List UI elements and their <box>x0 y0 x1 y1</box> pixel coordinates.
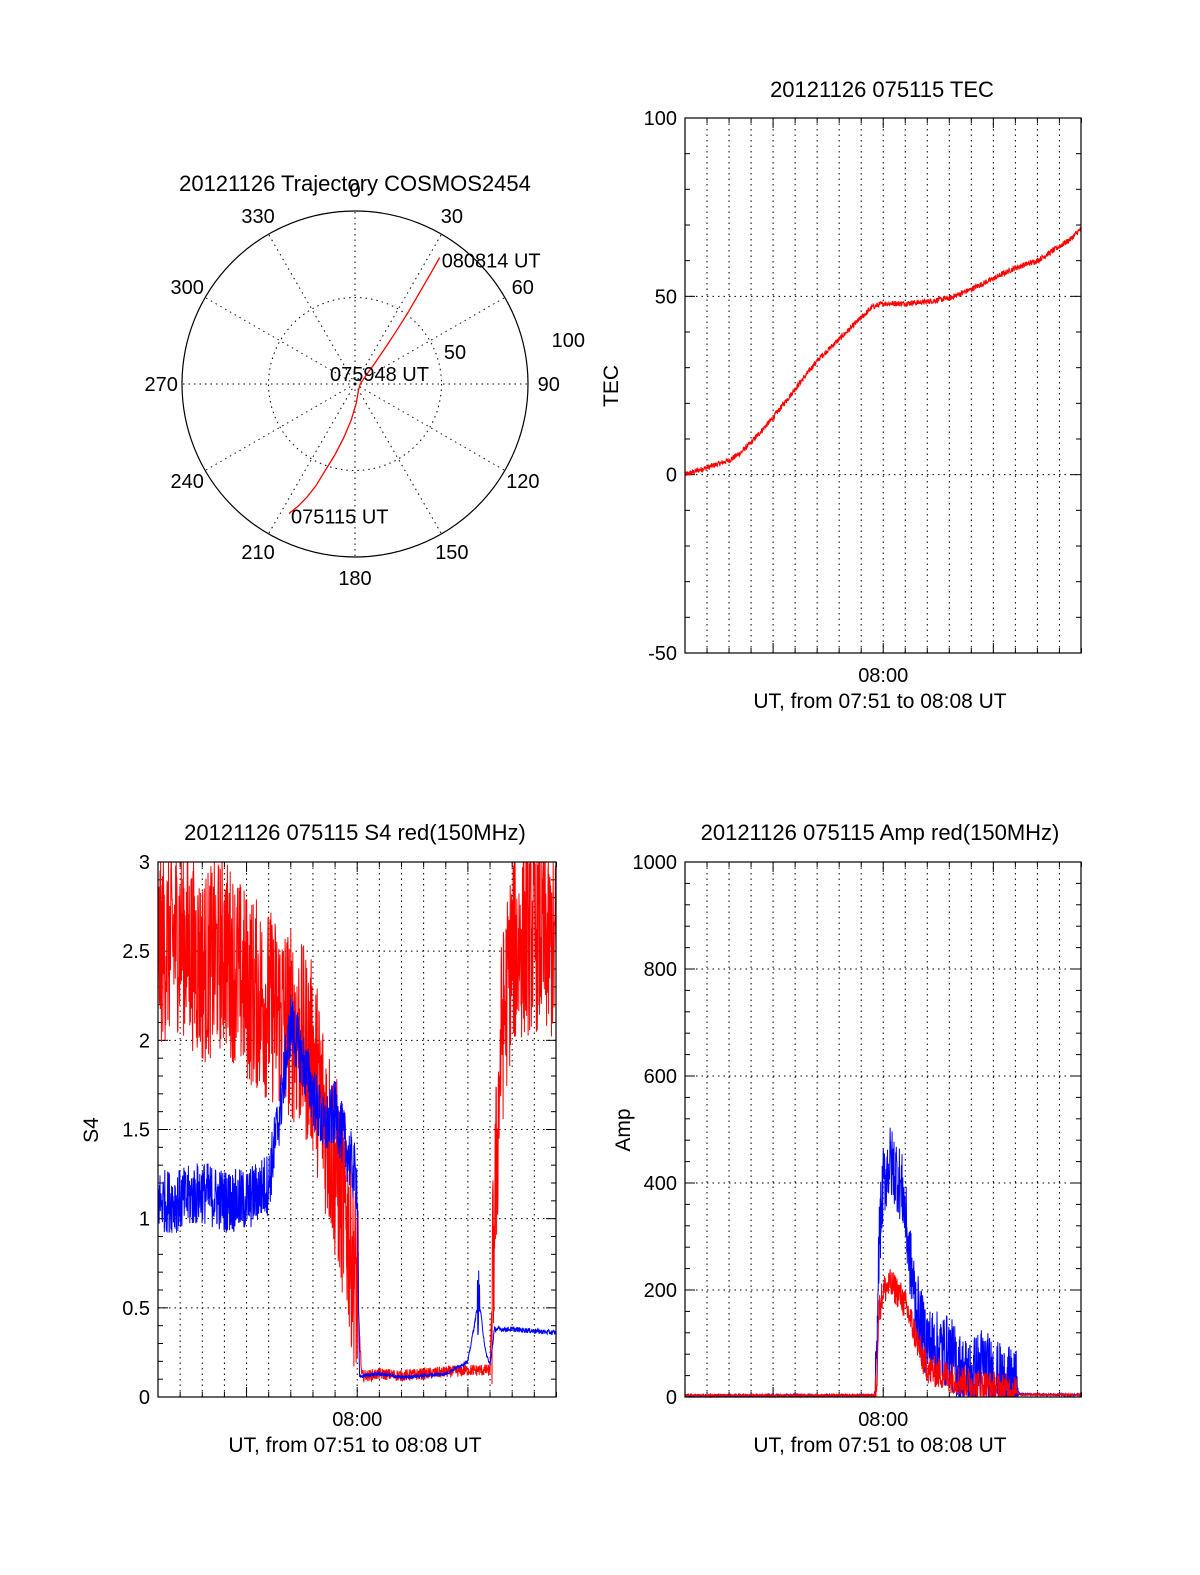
polar-angle-label-90: 90 <box>538 374 560 396</box>
amp-chart: 20121126 075115 Amp red(150MHz) UT, from… <box>612 820 1082 1457</box>
y-tick-label: 0 <box>666 465 677 487</box>
y-tick-label: 2 <box>139 1030 150 1052</box>
y-tick-label: 0.5 <box>122 1298 150 1320</box>
y-tick-label: 200 <box>644 1280 677 1302</box>
series-line-red <box>684 226 1082 477</box>
plot-frame <box>684 861 1082 1398</box>
polar-spoke-240 <box>204 383 356 471</box>
y-tick-label: 0 <box>139 1387 150 1409</box>
y-tick-label: 600 <box>644 1066 677 1088</box>
y-tick-label: 2.5 <box>122 941 150 963</box>
polar-angle-label-120: 120 <box>506 471 539 493</box>
polar-angle-label-60: 60 <box>512 277 534 299</box>
polar-spoke-60 <box>354 297 506 385</box>
polar-annotation-2: 075115 UT <box>291 506 388 528</box>
series-line-blue <box>684 1127 1082 1399</box>
series-line-red <box>157 861 557 1385</box>
polar-spoke-300 <box>204 297 356 385</box>
s4-x-axis-label: UT, from 07:51 to 08:08 UT <box>228 1434 481 1457</box>
polar-spoke-120 <box>354 383 506 471</box>
polar-annotation-1: 075948 UT <box>330 364 429 386</box>
plot-frame <box>157 861 557 1398</box>
polar-spoke-150 <box>354 383 442 535</box>
s4-plot-area: 0 0.5 1 1.5 2 2.5 3 08:00 <box>122 852 557 1431</box>
tec-plot-area: -50 0 50 100 08:00 <box>644 108 1082 687</box>
polar-spoke-330 <box>268 233 356 385</box>
trajectory-line <box>288 257 441 515</box>
y-tick-label: 1000 <box>633 852 678 874</box>
polar-angle-label-150: 150 <box>435 542 468 564</box>
tec-chart: 20121126 075115 TEC UT, from 07:51 to 08… <box>600 77 1082 713</box>
y-tick-label: 800 <box>644 959 677 981</box>
amp-chart-title: 20121126 075115 Amp red(150MHz) <box>701 820 1060 845</box>
polar-circle-100 <box>181 210 529 558</box>
y-tick-label: 0 <box>666 1387 677 1409</box>
polar-radial-label-100: 100 <box>552 330 585 352</box>
tec-chart-title: 20121126 075115 TEC <box>770 77 994 102</box>
polar-spoke-210 <box>268 383 356 535</box>
polar-angle-label-30: 30 <box>441 206 463 228</box>
polar-radial-label-50: 50 <box>444 342 466 364</box>
tec-x-axis-label: UT, from 07:51 to 08:08 UT <box>753 690 1006 713</box>
series-line-red <box>684 1269 1082 1399</box>
x-tick-label: 08:00 <box>858 665 908 687</box>
y-tick-label: 400 <box>644 1173 677 1195</box>
polar-spoke-30 <box>354 233 442 385</box>
polar-angle-label-210: 210 <box>241 542 274 564</box>
polar-angle-label-180: 180 <box>338 568 371 590</box>
plot-frame <box>684 117 1082 654</box>
x-tick-label: 08:00 <box>332 1409 382 1431</box>
y-tick-label: 50 <box>655 286 677 308</box>
tec-y-axis-label: TEC <box>600 365 623 407</box>
amp-y-axis-label: Amp <box>612 1108 635 1151</box>
polar-circle-50 <box>268 297 442 471</box>
s4-y-axis-label: S4 <box>80 1117 103 1143</box>
polar-angle-label-270: 270 <box>145 374 178 396</box>
polar-angle-label-300: 300 <box>171 277 204 299</box>
amp-plot-area: 0 200 400 600 800 1000 08:00 <box>633 852 1082 1431</box>
polar-grid <box>181 210 529 558</box>
trajectory-path <box>288 257 441 515</box>
y-tick-label: 3 <box>139 852 150 874</box>
polar-angle-label-330: 330 <box>241 206 274 228</box>
polar-annotation-0: 080814 UT <box>442 250 541 272</box>
y-tick-label: -50 <box>648 643 677 665</box>
amp-x-axis-label: UT, from 07:51 to 08:08 UT <box>753 1434 1006 1457</box>
y-tick-label: 1.5 <box>122 1120 150 1142</box>
y-tick-label: 1 <box>139 1209 150 1231</box>
s4-chart: 20121126 075115 S4 red(150MHz) UT, from … <box>80 820 557 1457</box>
y-tick-label: 100 <box>644 108 677 130</box>
polar-chart-title: 20121126 Trajectory COSMOS2454 <box>179 171 531 196</box>
s4-chart-title: 20121126 075115 S4 red(150MHz) <box>184 820 526 845</box>
x-tick-label: 08:00 <box>858 1409 908 1431</box>
polar-trajectory-chart: 20121126 Trajectory COSMOS2454 0 30 60 90 12… <box>145 171 585 590</box>
polar-angle-label-240: 240 <box>171 471 204 493</box>
polar-labels: 0 30 60 90 120 150 180 210 240 270 300 330 50 100 0808… <box>145 180 585 590</box>
polar-angle-label-0: 0 <box>349 180 360 202</box>
series-line-blue <box>157 995 557 1380</box>
